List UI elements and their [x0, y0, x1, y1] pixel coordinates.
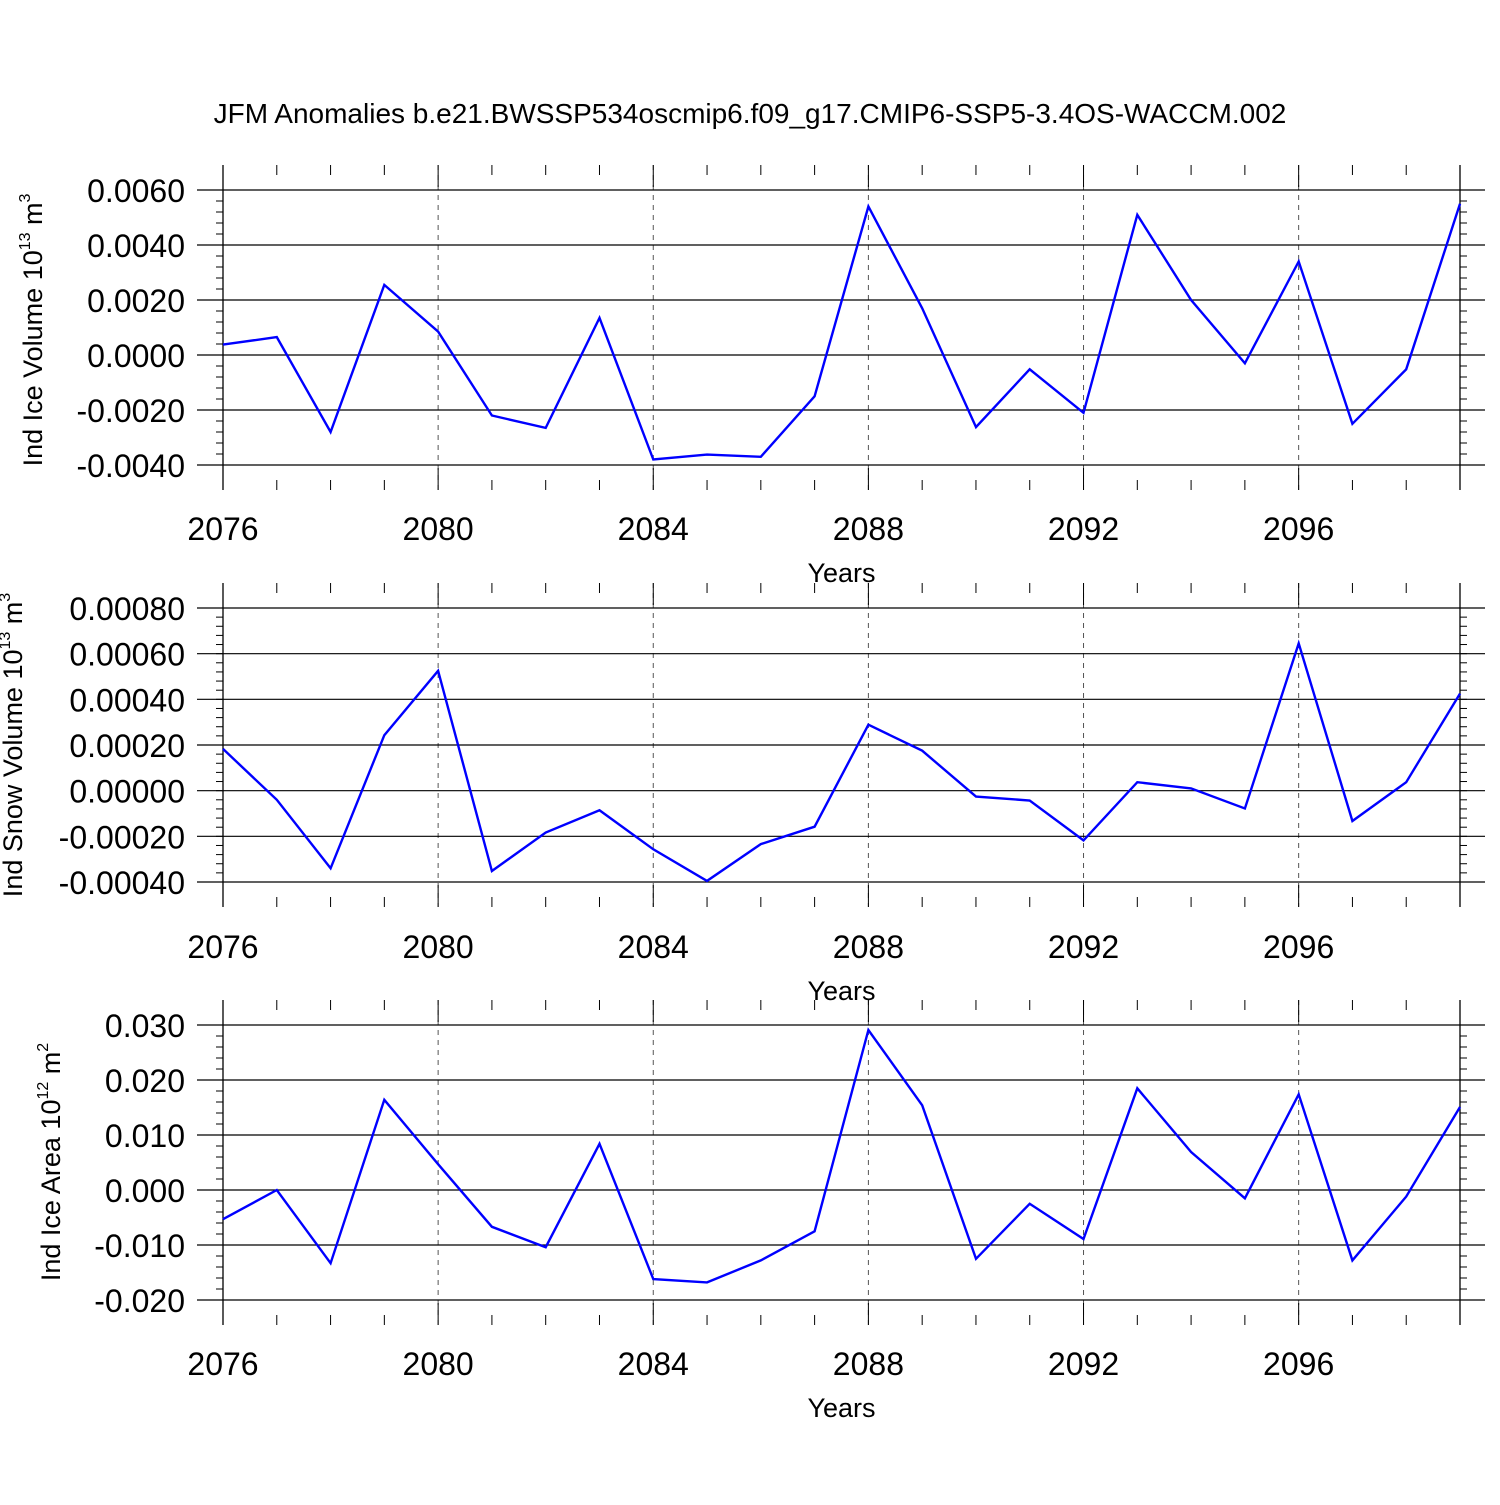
x-tick-label: 2092 — [1048, 511, 1119, 547]
x-tick-label: 2084 — [618, 929, 689, 965]
y-label-exponent: 13 — [17, 232, 34, 250]
y-tick-label: -0.0040 — [76, 448, 185, 484]
y-tick-label: -0.00020 — [59, 819, 185, 855]
y-tick-label: 0.020 — [105, 1063, 185, 1099]
x-tick-label: 2088 — [833, 929, 904, 965]
y-tick-label: 0.030 — [105, 1008, 185, 1044]
y-label-exponent: 13 — [0, 632, 14, 650]
x-tick-label: 2088 — [833, 1346, 904, 1382]
y-tick-label: 0.0060 — [87, 173, 185, 209]
x-tick-label: 2096 — [1263, 511, 1334, 547]
panel-snow-volume: -0.00040 -0.00020 0.00000 0.00020 0.00040 0.0… — [0, 583, 1485, 1006]
x-tick-label: 2092 — [1048, 1346, 1119, 1382]
x-tick-label: 2080 — [403, 511, 474, 547]
y-tick-label: -0.020 — [94, 1283, 185, 1319]
series-line — [223, 204, 1460, 460]
y-tick-label: 0.0040 — [87, 228, 185, 264]
x-axis-label: Years — [807, 1393, 875, 1423]
y-tick-label: -0.010 — [94, 1228, 185, 1264]
x-tick-label: 2080 — [403, 1346, 474, 1382]
y-label-unit-exponent: 3 — [0, 593, 14, 602]
x-tick-label: 2080 — [403, 929, 474, 965]
x-tick-label: 2096 — [1263, 1346, 1334, 1382]
y-tick-label: 0.00000 — [69, 774, 185, 810]
y-tick-label: -0.00040 — [59, 865, 185, 901]
y-tick-label: -0.0020 — [76, 393, 185, 429]
y-label-unit: m — [0, 602, 28, 632]
y-tick-label: 0.00040 — [69, 682, 185, 718]
y-tick-label: 0.0020 — [87, 283, 185, 319]
y-label-unit-exponent: 2 — [35, 1043, 52, 1052]
x-tick-label: 2084 — [618, 1346, 689, 1382]
y-label-unit: m — [18, 202, 48, 232]
y-tick-label: 0.00080 — [69, 591, 185, 627]
y-label-main: Ind Snow Volume 10 — [0, 650, 28, 898]
y-label-unit-exponent: 3 — [17, 193, 34, 202]
y-tick-label: 0.000 — [105, 1173, 185, 1209]
x-tick-label: 2092 — [1048, 929, 1119, 965]
x-tick-label: 2088 — [833, 511, 904, 547]
y-label-main: Ind Ice Area 10 — [36, 1100, 66, 1282]
x-tick-label: 2084 — [618, 511, 689, 547]
y-tick-label: 0.00060 — [69, 637, 185, 673]
y-axis-label: Ind Snow Volume 1013 m3 — [0, 593, 28, 897]
figure-title: JFM Anomalies b.e21.BWSSP534oscmip6.f09_… — [0, 98, 1500, 130]
y-tick-label: 0.0000 — [87, 338, 185, 374]
x-tick-label: 2076 — [187, 1346, 258, 1382]
series-line — [223, 643, 1460, 881]
y-label-unit: m — [36, 1052, 66, 1082]
y-axis-label: Ind Ice Area 1012 m2 — [35, 1043, 66, 1281]
y-axis-label: Ind Ice Volume 1013 m3 — [17, 193, 48, 466]
x-tick-label: 2096 — [1263, 929, 1334, 965]
y-tick-label: 0.010 — [105, 1118, 185, 1154]
y-label-main: Ind Ice Volume 10 — [18, 250, 48, 466]
y-tick-label: 0.00020 — [69, 728, 185, 764]
x-axis-label: Years — [807, 558, 875, 588]
panel-ice-volume: -0.0040 -0.0020 0.0000 0.0020 0.0040 0.0060 20… — [17, 165, 1485, 588]
x-tick-label: 2076 — [187, 929, 258, 965]
x-tick-label: 2076 — [187, 511, 258, 547]
y-label-exponent: 12 — [35, 1082, 52, 1100]
x-axis-label: Years — [807, 976, 875, 1006]
panel-ice-area: -0.020 -0.010 0.000 0.010 0.020 0.030 2076 2080… — [35, 1000, 1485, 1423]
